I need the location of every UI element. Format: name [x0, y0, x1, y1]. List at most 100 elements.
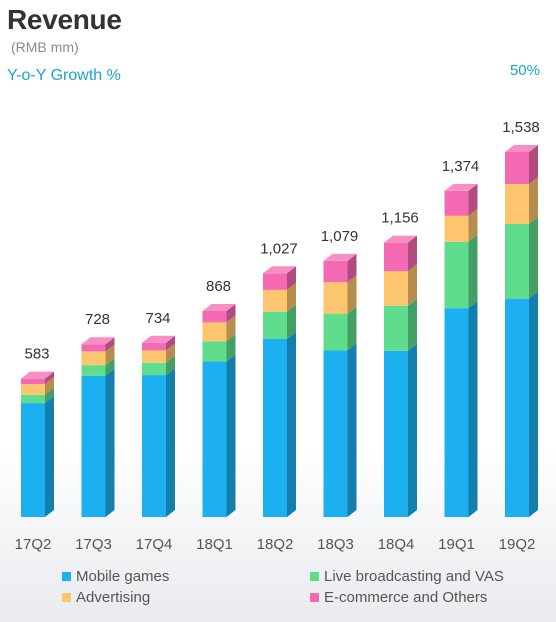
bar-segment: [263, 289, 287, 312]
bar-total-label: 728: [85, 311, 110, 328]
bar-stack-18Q1: [202, 304, 236, 517]
bar-top: [323, 253, 357, 261]
bar-segment: [505, 152, 529, 185]
bar-total-label: 1,079: [321, 228, 359, 245]
bar-segment: [505, 298, 529, 517]
bar-segment-side: [287, 304, 296, 340]
bar-stack-19Q1: [444, 183, 478, 517]
bar-segment: [505, 223, 529, 299]
revenue-bar-chart: 583 17Q2 728 17Q3 734 17Q4 868 18Q1 1,027 18Q2 1,0…: [15, 119, 540, 553]
bar-top: [505, 145, 538, 152]
bar-segment-side: [226, 354, 236, 517]
bar-segment: [21, 378, 45, 385]
bar-segment-side: [166, 368, 175, 517]
bar-segment: [505, 184, 529, 224]
legend-swatch-advertising: [62, 593, 71, 602]
bar-segment-side: [226, 304, 236, 323]
bar-segment-side: [105, 337, 115, 352]
bar-segment-side: [166, 335, 175, 351]
bar-segment-side: [287, 266, 296, 290]
bar-segment-side: [226, 315, 236, 342]
bar-segment: [323, 350, 348, 517]
chart-title: Revenue: [7, 4, 122, 35]
bar-total-label: 868: [206, 278, 231, 295]
bar-segment-side: [408, 343, 417, 517]
bar-segment-side: [45, 377, 54, 395]
bar-segment-side: [529, 216, 538, 299]
bar-segment: [81, 365, 106, 376]
chart-unit: (RMB mm): [11, 39, 79, 55]
bar-segment-side: [347, 306, 357, 351]
bar-segment: [21, 394, 45, 404]
bar-stack-18Q3: [323, 253, 357, 517]
legend-label-mobile-games: Mobile games: [76, 568, 170, 585]
bar-stack-17Q2: [21, 371, 54, 517]
bar-stack-18Q2: [263, 266, 296, 517]
bar-stack-17Q4: [142, 335, 175, 517]
bar-segment-side: [347, 275, 357, 314]
bar-segment-side: [468, 208, 478, 242]
bar-top: [142, 335, 175, 343]
x-tick-label: 17Q4: [136, 536, 173, 553]
bar-segment-side: [347, 253, 357, 283]
bar-total-label: 583: [24, 346, 49, 363]
bar-top: [81, 337, 115, 345]
bar-segment: [202, 361, 227, 517]
bar-segment-side: [408, 264, 417, 306]
bar-segment: [384, 305, 408, 351]
bar-segment: [323, 260, 348, 283]
yoy-growth-label: Y-o-Y Growth %: [7, 67, 121, 84]
x-tick-label: 18Q1: [196, 536, 233, 553]
bar-segment: [202, 311, 227, 323]
bar-total-label: 1,156: [381, 210, 419, 227]
x-tick-label: 18Q3: [317, 536, 354, 553]
bar-segment: [142, 350, 166, 363]
bar-segment: [323, 313, 348, 351]
bar-top: [263, 266, 296, 274]
bar-segment: [444, 215, 469, 242]
x-tick-label: 18Q4: [378, 536, 415, 553]
bar-segment-side: [45, 387, 54, 404]
x-tick-label: 19Q2: [499, 536, 536, 553]
bar-top: [202, 304, 236, 312]
bar-segment: [323, 282, 348, 314]
legend-item-live-broadcasting: Live broadcasting and VAS: [310, 568, 504, 585]
bar-segment-side: [105, 358, 115, 376]
bar-segment-side: [105, 368, 115, 517]
bar-segment-side: [166, 355, 175, 376]
bar-segment: [81, 344, 106, 352]
bar-total-label: 1,538: [502, 119, 540, 136]
bar-stack-17Q3: [81, 337, 115, 517]
bar-segment-side: [408, 298, 417, 351]
bar-segment-side: [166, 343, 175, 363]
bar-segment-side: [468, 183, 478, 216]
bar-segment: [142, 362, 166, 376]
bar-segment-side: [468, 234, 478, 309]
x-tick-label: 17Q3: [75, 536, 112, 553]
legend-swatch-live-broadcasting: [310, 572, 319, 581]
bar-segment: [142, 375, 166, 517]
bar-total-label: 1,027: [260, 240, 298, 257]
bar-segment-side: [529, 177, 538, 224]
bar-segment: [444, 241, 469, 309]
bar-segment: [263, 311, 287, 340]
bar-segment-side: [45, 371, 54, 385]
bar-segment-side: [45, 396, 54, 517]
bar-top: [384, 235, 417, 243]
bar-top: [21, 371, 54, 379]
legend-item-advertising: Advertising: [62, 589, 150, 606]
x-tick-label: 18Q2: [257, 536, 294, 553]
bar-top: [444, 183, 478, 191]
bar-segment: [384, 271, 408, 306]
bar-segment: [142, 342, 166, 351]
x-tick-label: 19Q1: [438, 536, 475, 553]
bar-total-label: 734: [145, 310, 170, 327]
bar-segment: [384, 242, 408, 272]
bar-segment-side: [468, 301, 478, 517]
bar-segment: [81, 351, 106, 366]
bar-segment: [444, 308, 469, 517]
bar-total-label: 1,374: [442, 158, 480, 175]
bar-segment-side: [105, 344, 115, 366]
bar-segment: [21, 403, 45, 517]
legend-swatch-mobile-games: [62, 572, 71, 581]
